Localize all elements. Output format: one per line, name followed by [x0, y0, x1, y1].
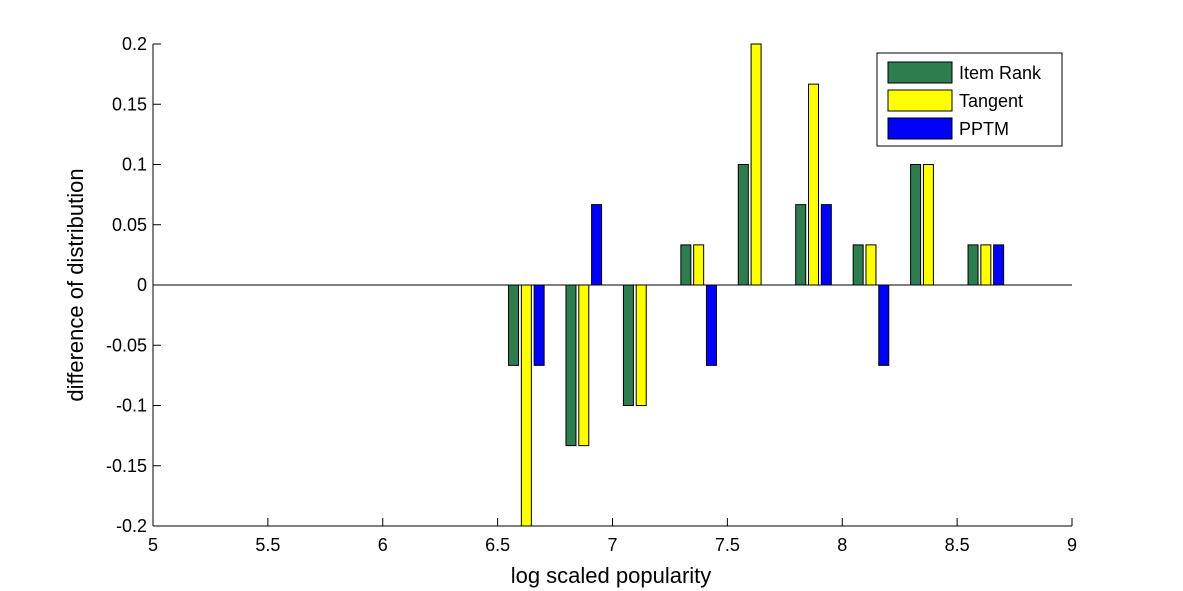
- ticks: 5 5.5 6 6.5 7 7.5 8 8.5 9 -0.2 -0.15 -0.1 -0.05 0 0.05…: [106, 34, 1077, 555]
- bar-tangent: [865, 244, 877, 286]
- y-axis-title: difference of distribution: [63, 168, 88, 401]
- legend-label: PPTM: [959, 119, 1009, 139]
- x-tick-label: 8.5: [945, 535, 970, 555]
- y-tick-label: 0.2: [122, 34, 147, 54]
- bar-item-rank: [622, 284, 634, 406]
- y-tick-label: 0.15: [112, 94, 147, 114]
- bar-tangent: [635, 284, 647, 406]
- legend-swatch: [887, 117, 953, 140]
- y-tick-label: 0: [137, 275, 147, 295]
- bar-pptm: [820, 204, 832, 286]
- x-tick-label: 5.5: [255, 535, 280, 555]
- bar-item-rank: [910, 164, 922, 286]
- x-tick-label: 8: [837, 535, 847, 555]
- x-axis-title: log scaled popularity: [511, 563, 712, 588]
- x-tick-label: 7.5: [715, 535, 740, 555]
- y-tick-label: -0.15: [106, 456, 147, 476]
- bar-pptm: [705, 284, 717, 366]
- y-tick-label: 0.1: [122, 155, 147, 175]
- x-tick-label: 6.5: [485, 535, 510, 555]
- bar-tangent: [922, 164, 934, 286]
- bar-tangent: [578, 284, 590, 447]
- bar-pptm: [533, 284, 545, 366]
- bar-tangent: [750, 43, 762, 286]
- bar-tangent: [808, 83, 820, 286]
- legend-swatch: [887, 89, 953, 112]
- y-tick-label: -0.1: [116, 396, 147, 416]
- bar-item-rank: [508, 284, 520, 366]
- y-tick-label: -0.05: [106, 335, 147, 355]
- x-tick-label: 9: [1067, 535, 1077, 555]
- legend-swatch: [887, 61, 953, 84]
- bar-item-rank: [852, 244, 864, 286]
- x-tick-label: 5: [148, 535, 158, 555]
- legend-label: Tangent: [959, 91, 1023, 111]
- bar-tangent: [980, 244, 992, 286]
- bar-pptm: [993, 244, 1005, 286]
- bar-pptm: [878, 284, 890, 366]
- bar-item-rank: [565, 284, 577, 447]
- legend-label: Item Rank: [959, 63, 1042, 83]
- legend: Item Rank Tangent PPTM: [876, 52, 1063, 147]
- x-tick-label: 6: [378, 535, 388, 555]
- x-tick-label: 7: [607, 535, 617, 555]
- bar-item-rank: [737, 164, 749, 286]
- bar-item-rank: [795, 204, 807, 286]
- y-tick-label: 0.05: [112, 215, 147, 235]
- bar-pptm: [591, 204, 603, 286]
- bar-tangent: [693, 244, 705, 286]
- bars: [508, 43, 1005, 527]
- bar-item-rank: [967, 244, 979, 286]
- bar-tangent: [520, 284, 532, 527]
- y-tick-label: -0.2: [116, 516, 147, 536]
- bar-item-rank: [680, 244, 692, 286]
